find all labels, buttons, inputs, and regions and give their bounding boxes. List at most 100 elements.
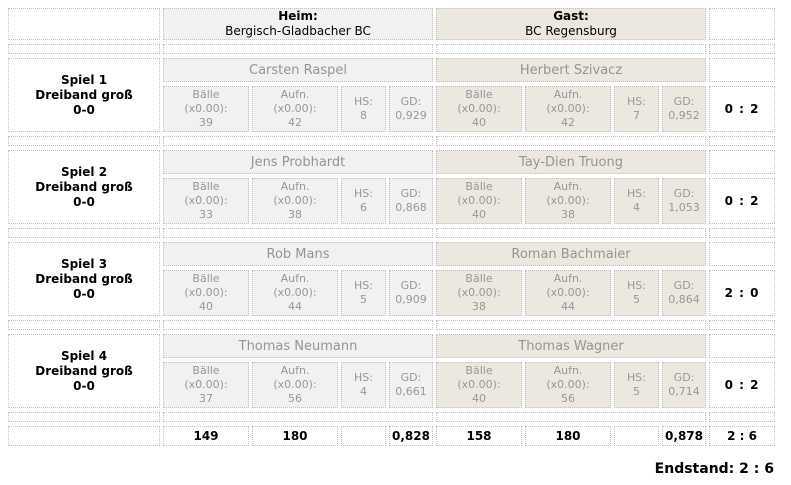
home-balls-cell: Bälle (x0.00): 37 bbox=[163, 362, 249, 408]
spacer-cell bbox=[709, 320, 776, 330]
stat-value: 8 bbox=[360, 109, 367, 122]
spacer-row bbox=[8, 44, 776, 54]
game-4-label-cell: Spiel 4 Dreiband groß 0-0 bbox=[8, 334, 160, 408]
spacer-cell bbox=[436, 320, 707, 330]
stat-value: 5 bbox=[633, 293, 641, 306]
guest-highrun-cell: HS: 5 bbox=[614, 270, 660, 316]
guest-highrun-cell: HS: 7 bbox=[614, 86, 660, 132]
home-balls-cell: Bälle (x0.00): 40 bbox=[163, 270, 249, 316]
final-score: Endstand: 2 : 6 bbox=[654, 461, 774, 477]
spacer-cell bbox=[163, 136, 434, 146]
game-1-label-cell: Spiel 1 Dreiband groß 0-0 bbox=[8, 58, 160, 132]
guest-highrun-cell: HS: 4 bbox=[614, 178, 660, 224]
stat-label: Aufn. bbox=[280, 272, 310, 285]
stat-value: 0,868 bbox=[395, 201, 427, 214]
stat-label: (x0.00): bbox=[273, 286, 317, 299]
totals-score: 2 : 6 bbox=[709, 426, 776, 446]
stat-label: HS: bbox=[627, 371, 646, 384]
guest-player-name: Tay-Dien Truong bbox=[436, 150, 707, 174]
game-score: 0 : 2 bbox=[709, 178, 776, 224]
stat-label: (x0.00): bbox=[273, 378, 317, 391]
stat-label: Bälle bbox=[465, 364, 493, 377]
stat-value: 40 bbox=[472, 116, 487, 129]
guest-highrun-cell: HS: 5 bbox=[614, 362, 660, 408]
stat-value: 42 bbox=[561, 116, 576, 129]
home-average-cell: GD: 0,661 bbox=[389, 362, 434, 408]
game-3-name-row: Spiel 3 Dreiband groß 0-0 Rob Mans Roman… bbox=[8, 242, 776, 316]
home-player-name: Jens Probhardt bbox=[163, 150, 434, 174]
stat-label: (x0.00): bbox=[457, 194, 501, 207]
stat-label: Aufn. bbox=[553, 272, 583, 285]
guest-player-name: Roman Bachmaier bbox=[436, 242, 707, 266]
guest-balls-cell: Bälle (x0.00): 38 bbox=[436, 270, 523, 316]
home-team-header: Heim: Bergisch-Gladbacher BC bbox=[163, 8, 434, 40]
stat-value: 38 bbox=[561, 208, 576, 221]
stat-label: GD: bbox=[400, 95, 422, 108]
game-discipline: Dreiband groß bbox=[35, 179, 133, 194]
stat-value: 5 bbox=[360, 293, 367, 306]
stat-value: 5 bbox=[633, 385, 641, 398]
stat-value: 6 bbox=[360, 201, 367, 214]
home-innings-cell: Aufn. (x0.00): 38 bbox=[252, 178, 338, 224]
game-score: 0 : 2 bbox=[709, 86, 776, 132]
game-discipline: Dreiband groß bbox=[35, 363, 133, 378]
stat-value: 56 bbox=[561, 392, 576, 405]
stat-label: Aufn. bbox=[553, 180, 583, 193]
spacer-cell bbox=[8, 320, 160, 330]
game-number: Spiel 2 bbox=[60, 164, 108, 179]
spacer-cell bbox=[436, 412, 707, 422]
totals-empty-cell bbox=[8, 426, 160, 446]
guest-balls-cell: Bälle (x0.00): 40 bbox=[436, 178, 523, 224]
stat-value: 56 bbox=[288, 392, 302, 405]
spacer-cell bbox=[709, 44, 776, 54]
game-1-stats-row: Bälle (x0.00): 39 Aufn. (x0.00): 42 HS: … bbox=[8, 86, 776, 132]
totals-row: 149 180 0,828 158 180 0,878 2 : 6 bbox=[8, 426, 776, 446]
stat-label: (x0.00): bbox=[457, 102, 501, 115]
game-score: 0 : 2 bbox=[709, 362, 776, 408]
spacer-row bbox=[8, 412, 776, 422]
spacer-cell bbox=[436, 136, 707, 146]
totals-guest-innings: 180 bbox=[525, 426, 612, 446]
totals-home-balls: 149 bbox=[163, 426, 249, 446]
totals-home-innings: 180 bbox=[252, 426, 338, 446]
stat-label: (x0.00): bbox=[546, 378, 590, 391]
stat-label: Aufn. bbox=[553, 364, 583, 377]
stat-value: 0,714 bbox=[668, 385, 700, 398]
stat-label: HS: bbox=[354, 95, 373, 108]
stat-label: Bälle bbox=[465, 88, 493, 101]
game-discipline: Dreiband groß bbox=[35, 87, 133, 102]
stat-value: 0,929 bbox=[395, 109, 427, 122]
home-balls-cell: Bälle (x0.00): 39 bbox=[163, 86, 249, 132]
game-number: Spiel 4 bbox=[60, 348, 108, 363]
stat-label: (x0.00): bbox=[184, 194, 228, 207]
home-highrun-cell: HS: 8 bbox=[341, 86, 386, 132]
totals-guest-balls: 158 bbox=[436, 426, 523, 446]
stat-label: Aufn. bbox=[280, 88, 310, 101]
guest-innings-cell: Aufn. (x0.00): 42 bbox=[525, 86, 612, 132]
guest-balls-cell: Bälle (x0.00): 40 bbox=[436, 86, 523, 132]
stat-value: 44 bbox=[288, 300, 302, 313]
header-score-empty-cell bbox=[709, 8, 776, 40]
home-highrun-cell: HS: 6 bbox=[341, 178, 386, 224]
home-innings-cell: Aufn. (x0.00): 42 bbox=[252, 86, 338, 132]
stat-label: Aufn. bbox=[280, 364, 310, 377]
game-2-name-row: Spiel 2 Dreiband groß 0-0 Jens Probhardt… bbox=[8, 150, 776, 224]
stat-label: (x0.00): bbox=[184, 378, 228, 391]
stat-label: HS: bbox=[627, 95, 646, 108]
stat-label: Bälle bbox=[465, 180, 493, 193]
totals-guest-average: 0,878 bbox=[662, 426, 707, 446]
stat-label: (x0.00): bbox=[457, 378, 501, 391]
guest-innings-cell: Aufn. (x0.00): 44 bbox=[525, 270, 612, 316]
stat-label: GD: bbox=[400, 279, 422, 292]
stat-label: HS: bbox=[354, 371, 373, 384]
spacer-cell bbox=[709, 412, 776, 422]
stat-value: 37 bbox=[199, 392, 213, 405]
stat-label: (x0.00): bbox=[546, 286, 590, 299]
stat-label: Bälle bbox=[465, 272, 493, 285]
home-label: Heim: bbox=[278, 9, 318, 23]
home-average-cell: GD: 0,909 bbox=[389, 270, 434, 316]
guest-team-header: Gast: BC Regensburg bbox=[436, 8, 707, 40]
totals-home-highrun bbox=[341, 426, 386, 446]
stat-value: 7 bbox=[633, 109, 641, 122]
